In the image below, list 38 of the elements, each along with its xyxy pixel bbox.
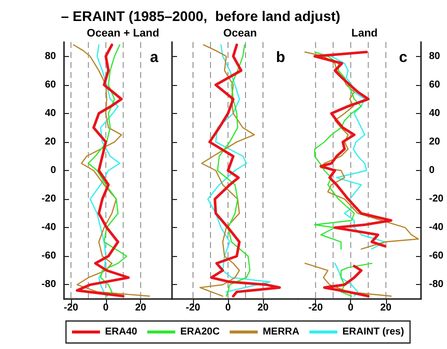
x-tick-label: 20 bbox=[257, 302, 269, 314]
annotation: a bbox=[150, 49, 159, 66]
x-tick-label: 20 bbox=[380, 302, 392, 314]
y-tick-label: -60 bbox=[42, 250, 56, 262]
y-tick-label: 20 bbox=[429, 136, 441, 148]
annotation: c bbox=[399, 49, 408, 66]
chart-subtitle: Ocean + Land bbox=[86, 28, 160, 40]
annotation: b bbox=[276, 49, 286, 66]
legend-label: MERRA bbox=[262, 326, 300, 338]
legend-label: ERA40 bbox=[105, 326, 138, 338]
x-tick-label: -20 bbox=[308, 302, 324, 314]
legend-label: ERAINT (res) bbox=[342, 326, 404, 338]
y-tick-label: 0 bbox=[50, 165, 56, 176]
y-tick-label: -20 bbox=[429, 194, 444, 205]
x-tick-label: -20 bbox=[64, 302, 79, 314]
y-tick-label: 40 bbox=[44, 108, 56, 119]
y-tick-label: -20 bbox=[42, 194, 56, 205]
legend-label: ERA20C bbox=[180, 326, 220, 338]
chart-subtitle: Ocean bbox=[223, 28, 258, 40]
x-tick-label: -20 bbox=[186, 302, 201, 314]
y-tick-label: -80 bbox=[429, 279, 444, 290]
y-tick-label: 80 bbox=[429, 50, 441, 62]
y-tick-label: 40 bbox=[429, 108, 441, 119]
x-tick-label: 0 bbox=[225, 302, 232, 314]
x-tick-label: 20 bbox=[135, 302, 147, 314]
y-tick-label: 20 bbox=[44, 136, 56, 148]
y-tick-label: 80 bbox=[44, 50, 56, 62]
y-tick-label: -80 bbox=[42, 279, 56, 290]
y-tick-label: 60 bbox=[44, 79, 56, 90]
y-tick-label: -40 bbox=[42, 222, 56, 234]
y-tick-label: -60 bbox=[429, 250, 444, 262]
text: – ERAINT (1985–2000, before land adjust) bbox=[61, 8, 340, 24]
chart-subtitle: Land bbox=[351, 28, 378, 40]
y-tick-label: 0 bbox=[429, 165, 435, 176]
x-tick-label: 0 bbox=[348, 302, 354, 314]
x-tick-label: 0 bbox=[103, 302, 110, 314]
y-tick-label: 60 bbox=[429, 79, 441, 90]
y-tick-label: -40 bbox=[429, 222, 444, 234]
